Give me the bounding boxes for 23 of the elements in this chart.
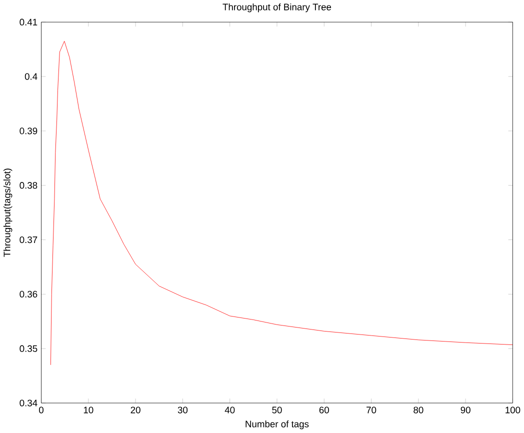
y-tick-label: 0.37	[20, 236, 38, 244]
y-tick-label: 0.35	[20, 345, 38, 352]
x-tick-label: 10	[84, 406, 94, 414]
x-tick-label: 30	[178, 406, 188, 414]
y-tick-label: 0.39	[20, 128, 38, 134]
x-tick-label: 70	[366, 406, 376, 414]
x-tick-label: 50	[272, 406, 282, 414]
y-tick-label: 0.36	[20, 291, 38, 298]
line-series	[50, 41, 513, 366]
x-tick-label: 0	[39, 406, 44, 414]
y-tick-label: 0.34	[20, 400, 38, 406]
x-tick-label: 90	[460, 406, 470, 414]
x-axis-title: Number of tags	[246, 420, 309, 430]
x-tick-label: 100	[506, 406, 520, 414]
x-tick-label: 80	[414, 406, 424, 414]
y-tick-label: 0.41	[20, 18, 38, 26]
x-tick-label: 40	[224, 406, 235, 414]
chart-title: Throughput of Binary Tree	[222, 4, 332, 12]
y-tick-label: 0.4	[24, 73, 38, 80]
y-tick-label: 0.38	[20, 182, 38, 189]
y-axis-title: Throughput(tags/slot)	[3, 168, 12, 258]
x-tick-label: 20	[130, 406, 140, 414]
x-tick-label: 60	[319, 406, 329, 414]
